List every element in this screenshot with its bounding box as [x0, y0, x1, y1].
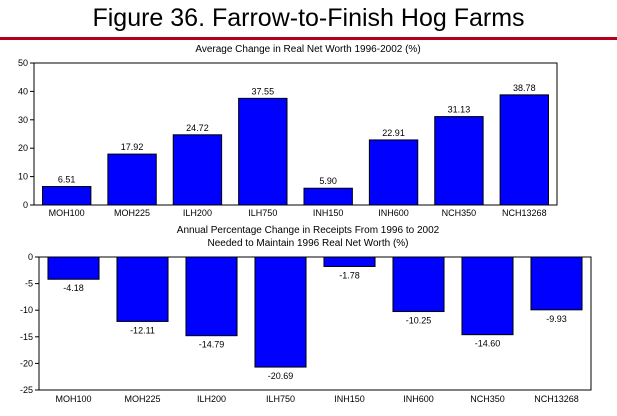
title-rule: [0, 37, 617, 40]
chart-1-y-tick-label: 50: [18, 58, 28, 68]
chart-1-category-label: INH150: [313, 208, 344, 218]
chart-1-data-label: 31.13: [448, 105, 471, 115]
chart-1-data-label: 5.90: [319, 176, 337, 186]
chart-2-bar: [392, 256, 445, 313]
chart-1-bar: [41, 186, 92, 206]
chart-1: 0 10 20 30 40 50 6.51 MOH100 17.92 MOH225 24.72 ILH…: [18, 58, 558, 218]
chart-1-title: Average Change in Real Net Worth 1996-20…: [195, 44, 420, 55]
chart-1-category-label: ILH200: [183, 208, 212, 218]
chart-1-data-label: 6.51: [58, 175, 76, 185]
chart-2-y-tick-label: 0: [28, 252, 33, 262]
chart-1-bar: [434, 116, 484, 206]
chart-1-bar: [499, 94, 550, 206]
chart-2-y-tick-label: -15: [20, 332, 33, 342]
chart-1-category-label: NCH350: [442, 208, 477, 218]
chart-1-y-tick-label: 10: [18, 172, 28, 182]
chart-1-category-label: NCH13268: [502, 208, 547, 218]
chart-1-bar: [238, 97, 288, 206]
chart-2-data-label: -1.78: [339, 270, 360, 280]
chart-2-bar: [461, 256, 514, 336]
chart-1-data-label: 38.78: [513, 83, 536, 93]
chart-1-data-label: 22.91: [382, 128, 405, 138]
chart-1-category-label: ILH750: [248, 208, 277, 218]
chart-1-category-label: MOH225: [114, 208, 150, 218]
chart-2-data-label: -20.69: [268, 371, 294, 381]
chart-1-bar: [368, 139, 419, 206]
chart-2-category-label: ILH750: [266, 394, 295, 404]
chart-1-y-tick-label: 40: [18, 86, 28, 96]
chart-2-title-line-1: Annual Percentage Change in Receipts Fro…: [177, 225, 440, 236]
chart-2-y-tick-label: -20: [20, 358, 33, 368]
chart-2-bar: [254, 256, 307, 368]
chart-2-category-label: MOH100: [55, 394, 91, 404]
chart-2-bar: [323, 256, 376, 267]
chart-2-data-label: -10.25: [406, 316, 432, 326]
chart-1-bar: [107, 153, 157, 206]
chart-2-data-label: -4.18: [63, 283, 84, 293]
chart-2-plot-frame: [38, 256, 592, 391]
chart-2-y-tick-label: -25: [20, 385, 33, 395]
chart-2-category-label: NCH350: [470, 394, 505, 404]
chart-1-y-tick-label: 0: [23, 200, 28, 210]
chart-1-data-label: 37.55: [252, 86, 275, 96]
chart-2-bar: [185, 256, 238, 337]
chart-1-data-label: 17.92: [121, 142, 144, 152]
chart-2-category-label: NCH13268: [534, 394, 579, 404]
chart-1-category-label: INH600: [378, 208, 409, 218]
chart-1-y-tick-label: 20: [18, 143, 28, 153]
chart-2-data-label: -14.79: [199, 340, 225, 350]
chart-2-bar: [530, 256, 583, 311]
chart-1-category-label: MOH100: [49, 208, 85, 218]
chart-2-data-label: -14.60: [475, 339, 501, 349]
page-title: Figure 36. Farrow-to-Finish Hog Farms: [92, 4, 525, 32]
chart-2-data-label: -9.93: [546, 314, 567, 324]
chart-2-category-label: ILH200: [197, 394, 226, 404]
chart-2-data-label: -12.11: [130, 325, 155, 335]
chart-1-bar: [172, 134, 223, 206]
chart-2-category-label: MOH225: [124, 394, 160, 404]
chart-1-bar: [303, 187, 353, 206]
chart-1-y-tick-label: 30: [18, 115, 28, 125]
chart-2-bar: [47, 256, 100, 280]
chart-2-y-tick-label: -5: [25, 279, 33, 289]
chart-2: 0 -5 -10 -15 -20 -25 -4.18 MOH100 -12.11 MOH225 -1…: [20, 252, 592, 404]
chart-1-data-label: 24.72: [186, 123, 209, 133]
chart-2-category-label: INH600: [403, 394, 434, 404]
chart-1-plot-frame: [33, 62, 558, 206]
chart-2-y-tick-label: -10: [20, 305, 33, 315]
chart-2-bar: [116, 256, 169, 322]
chart-2-title-line-2: Needed to Maintain 1996 Real Net Worth (…: [207, 238, 408, 249]
chart-2-category-label: INH150: [334, 394, 365, 404]
